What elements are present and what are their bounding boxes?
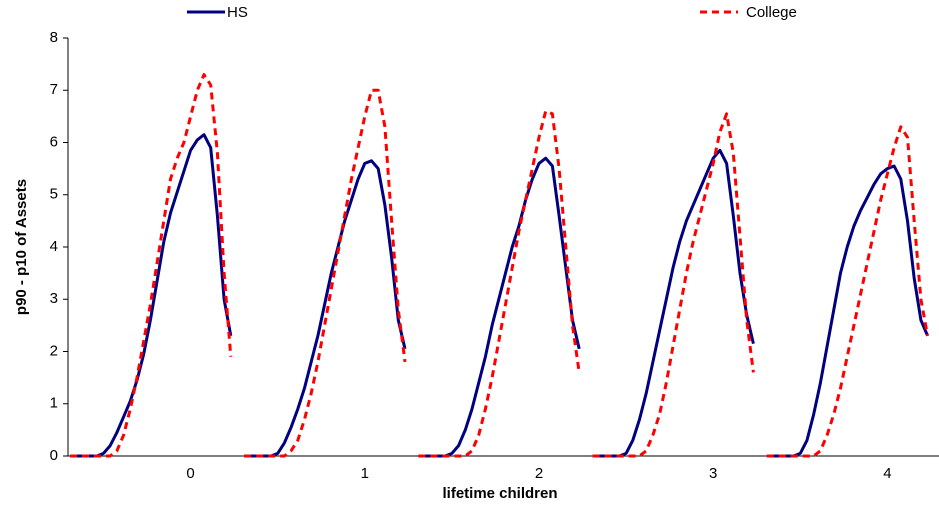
y-tick-label: 1	[50, 395, 58, 412]
series-line	[70, 73, 930, 458]
y-tick-label: 4	[50, 238, 58, 255]
y-tick-label: 0	[50, 447, 58, 464]
y-tick-label: 5	[50, 186, 58, 203]
y-tick-label: 6	[50, 133, 58, 150]
y-tick-label: 7	[50, 81, 58, 98]
x-axis-title: lifetime children	[442, 485, 557, 502]
y-tick-label: 3	[50, 290, 58, 307]
series-line	[70, 133, 929, 458]
y-tick-label: 8	[50, 29, 58, 46]
legend-label: College	[746, 4, 797, 21]
x-tick-label: 1	[361, 465, 369, 482]
y-axis-title: p90 - p10 of Assets	[13, 179, 30, 315]
x-tick-label: 3	[709, 465, 717, 482]
x-tick-label: 4	[883, 465, 891, 482]
legend-label: HS	[227, 4, 248, 21]
y-tick-label: 2	[50, 342, 58, 359]
x-tick-label: 0	[186, 465, 194, 482]
x-tick-label: 2	[535, 465, 543, 482]
